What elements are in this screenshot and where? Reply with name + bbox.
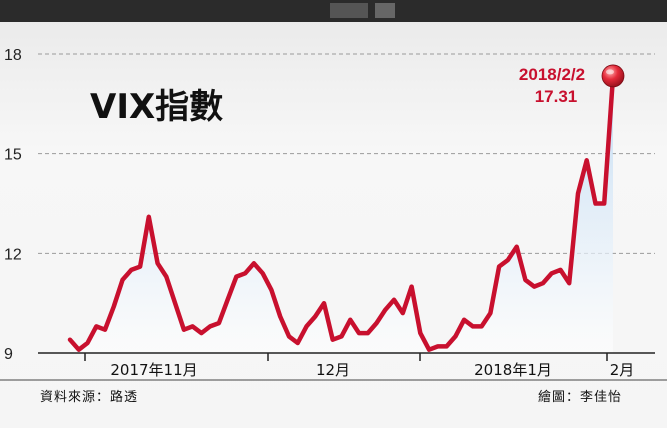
data-point xyxy=(541,281,545,285)
y-tick-label: 18 xyxy=(4,47,22,64)
peak-marker xyxy=(601,64,625,88)
data-point xyxy=(287,334,291,338)
data-point xyxy=(191,324,195,328)
data-point xyxy=(94,324,98,328)
data-point xyxy=(559,268,562,272)
data-point xyxy=(164,275,168,279)
photo-strip-detail xyxy=(375,3,395,18)
data-point xyxy=(226,298,230,302)
data-point xyxy=(278,315,282,318)
data-point xyxy=(182,328,186,332)
y-tick-label: 12 xyxy=(4,246,22,263)
data-point xyxy=(585,158,589,162)
annotation-value: 17.31 xyxy=(535,87,578,106)
data-point xyxy=(445,344,449,348)
data-point xyxy=(313,315,317,318)
data-point xyxy=(453,334,457,338)
data-point xyxy=(129,268,133,272)
data-point xyxy=(103,328,107,332)
data-point xyxy=(401,311,405,315)
data-point xyxy=(602,202,606,205)
data-point xyxy=(392,298,396,302)
data-point xyxy=(357,331,361,335)
photo-strip-detail xyxy=(330,3,368,18)
data-point xyxy=(68,338,72,342)
data-point xyxy=(147,215,151,219)
data-point xyxy=(550,271,554,275)
data-point xyxy=(418,331,422,335)
data-point xyxy=(497,265,501,269)
data-point xyxy=(506,258,510,262)
data-point xyxy=(121,278,124,282)
data-point xyxy=(383,308,387,312)
peak-marker-highlight xyxy=(606,69,614,75)
data-point xyxy=(462,318,466,322)
data-point xyxy=(173,301,177,305)
data-point xyxy=(77,348,81,352)
data-point xyxy=(138,265,142,269)
data-point xyxy=(112,305,116,308)
data-point xyxy=(296,341,300,345)
data-point xyxy=(436,344,440,348)
data-point xyxy=(331,338,335,342)
data-point xyxy=(234,275,238,279)
data-point xyxy=(366,331,370,335)
data-point xyxy=(594,202,597,205)
x-tick-label: 12月 xyxy=(316,361,350,379)
data-point xyxy=(156,261,160,265)
source-note: 資料來源：路透 xyxy=(40,390,139,405)
data-point xyxy=(375,321,378,325)
data-point xyxy=(208,324,212,328)
annotation-date: 2018/2/2 xyxy=(519,65,585,84)
y-tick-label: 15 xyxy=(4,147,22,164)
data-point xyxy=(523,278,527,282)
data-point xyxy=(515,245,519,249)
data-point xyxy=(576,192,580,195)
data-point xyxy=(86,341,89,345)
data-point xyxy=(252,261,256,265)
data-point xyxy=(348,318,352,322)
data-point xyxy=(567,281,571,285)
data-point xyxy=(199,331,203,335)
data-point xyxy=(480,324,484,328)
data-point xyxy=(427,348,431,352)
data-point xyxy=(243,271,247,275)
data-point xyxy=(410,285,414,289)
data-point xyxy=(269,288,273,292)
x-tick-label: 2018年1月 xyxy=(474,361,552,379)
data-point xyxy=(217,321,221,325)
data-point xyxy=(305,324,308,328)
chart-credit: 繪圖：李佳怡 xyxy=(538,390,623,405)
x-tick-label: 2017年11月 xyxy=(110,361,197,379)
chart-title: VIX指數 xyxy=(90,87,223,127)
vix-area xyxy=(70,76,613,354)
x-tick-label: 2月 xyxy=(610,361,635,379)
data-point xyxy=(488,311,492,315)
data-point xyxy=(471,324,475,328)
data-point xyxy=(322,301,326,305)
y-tick-label: 9 xyxy=(4,346,13,363)
data-point xyxy=(340,334,343,338)
data-point xyxy=(532,285,536,289)
data-point xyxy=(261,271,265,275)
